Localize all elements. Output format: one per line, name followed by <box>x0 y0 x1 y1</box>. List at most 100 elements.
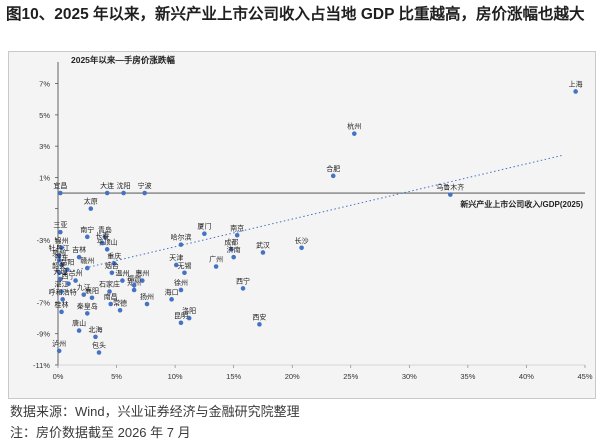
data-point-label: 成都 <box>224 237 238 246</box>
data-point <box>88 206 94 211</box>
y-tick-label: 3% <box>39 142 50 151</box>
data-point-label: 唐山 <box>72 319 86 328</box>
data-point-label: 襄阳 <box>85 286 99 295</box>
x-tick-label: 15% <box>226 372 241 381</box>
data-point-label: 西宁 <box>236 276 250 285</box>
data-point-label: 韶关 <box>52 261 66 270</box>
data-point <box>131 287 137 293</box>
data-point <box>59 262 64 268</box>
data-note: 注：房价数据截至 2026 年 7 月 <box>10 425 191 440</box>
data-point-label: 天津 <box>169 254 183 262</box>
data-point-label: 北海 <box>88 325 102 334</box>
data-point <box>448 192 453 197</box>
data-point-label: 重庆 <box>107 251 121 260</box>
data-point-label: 石家庄 <box>99 280 120 289</box>
chart-panel: 2025年以来—手房价涨跌幅 7% 5% 3% 1% -3% -7% -9% -11% 0% 5% 1… <box>8 51 596 399</box>
data-point <box>104 190 110 196</box>
data-point-label: 平顶山 <box>97 237 118 246</box>
data-point <box>213 264 219 269</box>
data-point <box>169 297 174 302</box>
data-point-label: 牡丹江 <box>49 244 70 253</box>
source-note: 数据来源：Wind，兴业证券经济与金融研究院整理 <box>10 404 300 419</box>
data-point <box>178 242 184 247</box>
data-point <box>178 320 184 326</box>
data-point <box>76 254 82 260</box>
data-point <box>178 287 184 293</box>
scatter-chart: 2025年以来—手房价涨跌幅 7% 5% 3% 1% -3% -7% -9% -11%0% 5% 1… <box>33 55 593 381</box>
data-point <box>59 309 64 315</box>
data-point <box>111 261 117 266</box>
data-point <box>76 328 82 333</box>
data-point <box>58 276 63 282</box>
data-point <box>73 278 78 283</box>
data-point <box>202 231 207 236</box>
data-point-label: 济南 <box>227 245 241 254</box>
data-point-label: 杭州 <box>347 122 361 131</box>
data-point-label: 徐州 <box>174 278 188 287</box>
data-point <box>59 245 64 251</box>
x-axis-title: 新兴产业上市公司收入/GDP(2025) <box>460 199 583 209</box>
data-point <box>240 286 246 291</box>
data-point-label: 呼和浩特 <box>49 287 77 296</box>
data-point <box>229 247 234 252</box>
data-point <box>56 257 62 263</box>
data-point-label: 扬州 <box>140 292 154 301</box>
data-point-label: 三亚 <box>53 221 67 229</box>
data-point-label: 昆明 <box>174 312 188 320</box>
data-point-label: 沈阳 <box>117 181 131 190</box>
data-point <box>93 334 98 340</box>
data-point <box>89 295 95 301</box>
data-point <box>102 234 108 240</box>
data-point <box>144 301 150 307</box>
data-point <box>66 281 71 287</box>
data-point <box>84 234 90 240</box>
data-point <box>131 282 137 288</box>
data-point <box>120 278 125 283</box>
y-tick-label: 7% <box>39 80 50 89</box>
x-tick-label: 20% <box>285 372 300 381</box>
data-point-label: 太原 <box>84 197 98 206</box>
data-point <box>58 190 63 196</box>
data-point-label: 泸州 <box>52 339 66 348</box>
data-point <box>257 322 262 327</box>
data-point <box>65 267 70 272</box>
data-point <box>142 190 147 196</box>
data-point <box>573 89 578 94</box>
data-point <box>117 307 123 313</box>
x-tick-label: 5% <box>111 372 122 381</box>
data-point <box>108 301 113 307</box>
data-point-label: 大连 <box>100 181 114 190</box>
x-tick-label: 40% <box>519 372 534 381</box>
data-point-label: 西宁 <box>62 272 76 281</box>
data-point-label: 合肥 <box>326 164 340 173</box>
data-point-label: 惠州 <box>135 269 149 278</box>
data-point-label: 大理 <box>53 267 67 276</box>
data-point-label: 兰州 <box>69 269 83 278</box>
data-point-label: 锦州 <box>55 236 69 245</box>
data-point-label: 烟台 <box>105 261 119 270</box>
data-point-label: 南宁 <box>80 225 94 234</box>
y-tick-label: -7% <box>37 298 51 307</box>
data-point <box>56 253 62 258</box>
data-point-label: 宁波 <box>138 181 152 190</box>
data-point <box>96 350 102 355</box>
data-point-label: 南京 <box>230 223 244 232</box>
data-point-label: 泉州 <box>52 248 66 257</box>
data-point-label: 长沙 <box>295 236 309 245</box>
data-point-label: 厦门 <box>197 222 211 231</box>
data-point <box>104 247 110 252</box>
data-point-label: 秦皇岛 <box>77 301 98 310</box>
data-point-label: 包头 <box>92 340 106 349</box>
chart-title: 2025年以来—手房价涨跌幅 <box>71 55 175 65</box>
data-point <box>109 270 115 276</box>
y-tick-label: -11% <box>33 361 50 370</box>
data-point-label: 青岛 <box>98 225 112 234</box>
data-point-label: 桂林 <box>55 300 69 309</box>
data-point-label: 福州 <box>127 273 141 282</box>
x-tick-label: 35% <box>460 372 475 381</box>
data-point-label: 西安 <box>252 312 266 321</box>
data-point <box>84 265 90 271</box>
y-tick-label: 5% <box>39 111 50 120</box>
y-tick-label: -3% <box>37 236 51 245</box>
data-point-label: 海口 <box>165 287 179 296</box>
